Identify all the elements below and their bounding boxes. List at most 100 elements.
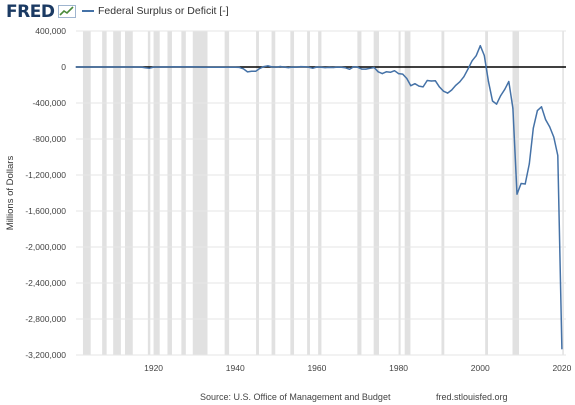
data-point <box>491 100 494 102</box>
data-point <box>246 71 249 73</box>
x-tick-label: 1960 <box>307 363 326 373</box>
recession-band <box>398 31 401 355</box>
series-layer <box>75 44 563 350</box>
data-point <box>304 66 306 68</box>
data-point <box>91 66 93 68</box>
data-point <box>193 66 195 68</box>
data-point <box>467 68 469 70</box>
y-tick-label: -1,200,000 <box>25 170 66 180</box>
recession-band <box>318 31 322 355</box>
recession-band <box>512 31 520 355</box>
x-axis-ticks: 1920 1940 1960 1980 2000 2020 <box>144 363 572 373</box>
site-link[interactable]: fred.stlouisfed.org <box>436 392 508 402</box>
recession-band <box>562 31 564 355</box>
data-point <box>332 66 334 69</box>
data-point <box>238 66 240 68</box>
recession-band <box>167 31 172 355</box>
data-point <box>377 71 379 73</box>
fred-logo[interactable]: FRED <box>6 2 55 22</box>
recession-band <box>102 31 107 355</box>
data-point <box>512 107 514 109</box>
data-point <box>528 163 530 165</box>
data-point <box>430 80 432 82</box>
data-point <box>459 81 461 83</box>
data-point <box>242 68 244 70</box>
data-point <box>545 119 547 121</box>
chart-footer: Source: U.S. Office of Management and Bu… <box>0 390 575 404</box>
x-tick-label: 2000 <box>471 363 490 373</box>
recession-band <box>153 31 160 355</box>
data-point <box>520 182 522 185</box>
data-point <box>214 66 216 68</box>
data-point <box>500 95 502 97</box>
data-point <box>308 66 310 68</box>
data-point <box>316 66 318 68</box>
recession-band <box>404 31 411 355</box>
data-point <box>291 66 293 68</box>
data-point <box>434 80 436 82</box>
data-point <box>561 348 563 350</box>
data-point <box>251 70 253 72</box>
recession-band <box>357 31 362 355</box>
legend-swatch <box>82 10 94 13</box>
data-point <box>483 54 485 57</box>
y-tick-label: -1,600,000 <box>25 206 66 216</box>
data-point <box>504 88 506 90</box>
recession-band <box>271 31 276 355</box>
recession-band <box>125 31 133 355</box>
data-point <box>132 66 134 68</box>
y-tick-label: 0 <box>61 62 66 72</box>
data-point <box>455 84 457 86</box>
data-point <box>426 79 428 82</box>
data-point <box>324 67 326 69</box>
y-axis-label: Millions of Dollars <box>5 156 16 231</box>
recession-band <box>113 31 121 355</box>
y-tick-label: -2,400,000 <box>25 278 66 288</box>
data-point <box>451 89 453 91</box>
data-point <box>447 92 449 94</box>
data-point <box>312 67 314 69</box>
data-point <box>393 70 396 72</box>
data-point <box>153 66 155 68</box>
data-point <box>328 66 330 68</box>
data-point <box>283 66 285 68</box>
x-tick-label: 1980 <box>389 363 408 373</box>
legend: Federal Surplus or Deficit [-] <box>82 5 229 17</box>
data-point <box>353 66 355 68</box>
data-point <box>406 77 408 80</box>
data-point <box>385 71 387 73</box>
data-point <box>553 136 555 138</box>
y-tick-label: -400,000 <box>32 98 66 108</box>
data-point <box>536 110 539 112</box>
data-point <box>549 126 551 128</box>
data-point <box>508 80 510 83</box>
data-point <box>442 90 445 92</box>
source-note: Source: U.S. Office of Management and Bu… <box>200 392 391 402</box>
data-point <box>422 86 424 88</box>
recession-band <box>224 31 230 355</box>
recession-band <box>192 31 208 355</box>
y-tick-label: -800,000 <box>32 134 66 144</box>
data-point <box>279 65 281 68</box>
data-point <box>557 154 559 157</box>
recession-band <box>373 31 379 355</box>
data-point <box>112 66 114 68</box>
data-point <box>197 66 200 68</box>
data-point <box>479 45 481 47</box>
x-tick-label: 1940 <box>226 363 245 373</box>
recession-band <box>147 31 151 355</box>
data-point <box>287 67 289 69</box>
data-point <box>148 67 151 69</box>
data-point <box>414 83 416 85</box>
chart-header: FRED Federal Surplus or Deficit [-] <box>0 0 575 26</box>
data-point <box>75 66 77 68</box>
data-point <box>471 60 473 62</box>
data-point <box>418 85 420 87</box>
data-point <box>398 73 400 75</box>
data-point <box>275 66 277 68</box>
recession-band <box>485 31 489 355</box>
data-point <box>496 103 498 105</box>
data-point <box>222 66 224 68</box>
data-point <box>173 66 175 68</box>
data-point <box>463 76 465 78</box>
